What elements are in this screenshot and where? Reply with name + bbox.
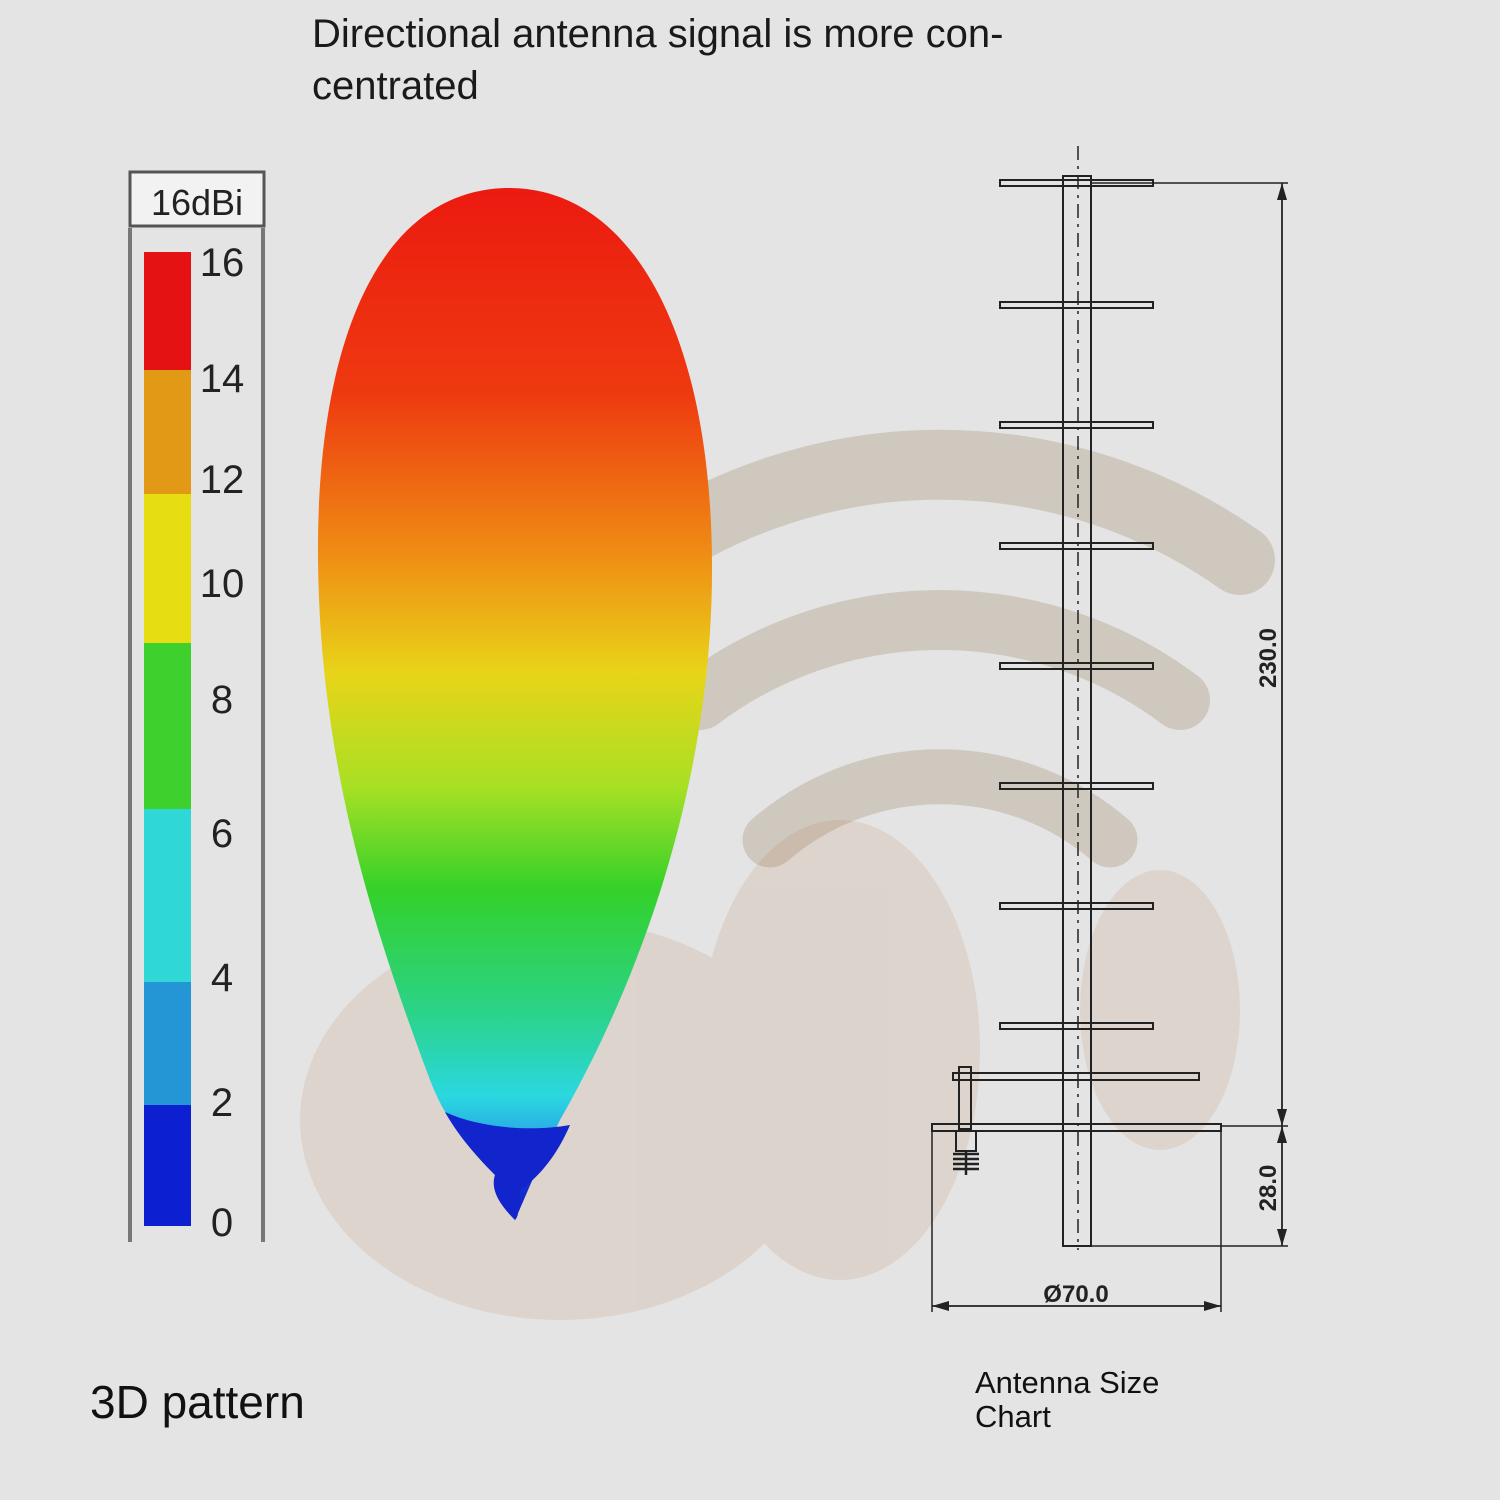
boom [1062,175,1092,1247]
headline-line-1: Directional antenna signal is more con- [312,12,1004,56]
height-label: 230.0 [1255,628,1282,688]
scale-tick-label: 2 [211,1081,233,1125]
director-element [999,1022,1154,1030]
arrowhead-right [1204,1301,1221,1311]
scale-header-label: 16dBi [151,182,243,223]
scale-tick-label: 16 [200,241,245,285]
scale-tick-label: 6 [211,812,233,856]
arrowhead-bottom [1277,1229,1287,1246]
director-elements [999,179,1154,1030]
scale-tick-label: 14 [200,357,245,401]
connector-thread-icon [953,1150,979,1175]
scale-tick-label: 0 [211,1201,233,1245]
scale-tick-label: 10 [200,562,245,606]
scale-tick-label: 4 [211,956,233,1000]
base-label: 28.0 [1255,1165,1282,1212]
director-element [999,662,1154,670]
scale-band [144,252,191,370]
diameter-label: Ø70.0 [1043,1281,1108,1308]
connector-body [955,1130,977,1152]
headline-line-2: centrated [312,64,479,108]
arrowhead-top [1277,183,1287,200]
director-element [999,782,1154,790]
reflector-element [931,1123,1222,1132]
arrowhead-mid-up [1277,1109,1287,1126]
scale-tick-label: 12 [200,458,245,502]
scale-band [144,494,191,643]
scale-header-box [128,170,266,228]
scale-band [144,370,191,494]
driven-element [952,1072,1200,1081]
scale-band [144,643,191,809]
arrowhead-left [932,1301,949,1311]
scale-ticks: 16 14 12 10 8 6 4 2 0 [200,241,245,1245]
director-element [999,421,1154,429]
drawing-caption-line-1: Antenna Size [975,1365,1160,1400]
director-element [999,542,1154,550]
scale-tick-label: 8 [211,678,233,722]
drawing-caption: Antenna Size Chart [975,1366,1159,1434]
pattern-lobe [317,187,713,1220]
arrowhead-mid-down [1277,1126,1287,1143]
pattern-tip [445,1112,570,1220]
headline: Directional antenna signal is more con- … [312,8,1092,112]
scale-bands [144,252,191,1226]
pattern-caption: 3D pattern [90,1376,305,1428]
scale-band [144,1105,191,1226]
scale-band [144,809,191,982]
director-element [999,301,1154,309]
scale-band [144,982,191,1105]
drawing-caption-line-2: Chart [975,1399,1051,1434]
wifi-watermark-icon [605,429,1275,868]
feed-post [958,1066,972,1130]
director-element [999,902,1154,910]
